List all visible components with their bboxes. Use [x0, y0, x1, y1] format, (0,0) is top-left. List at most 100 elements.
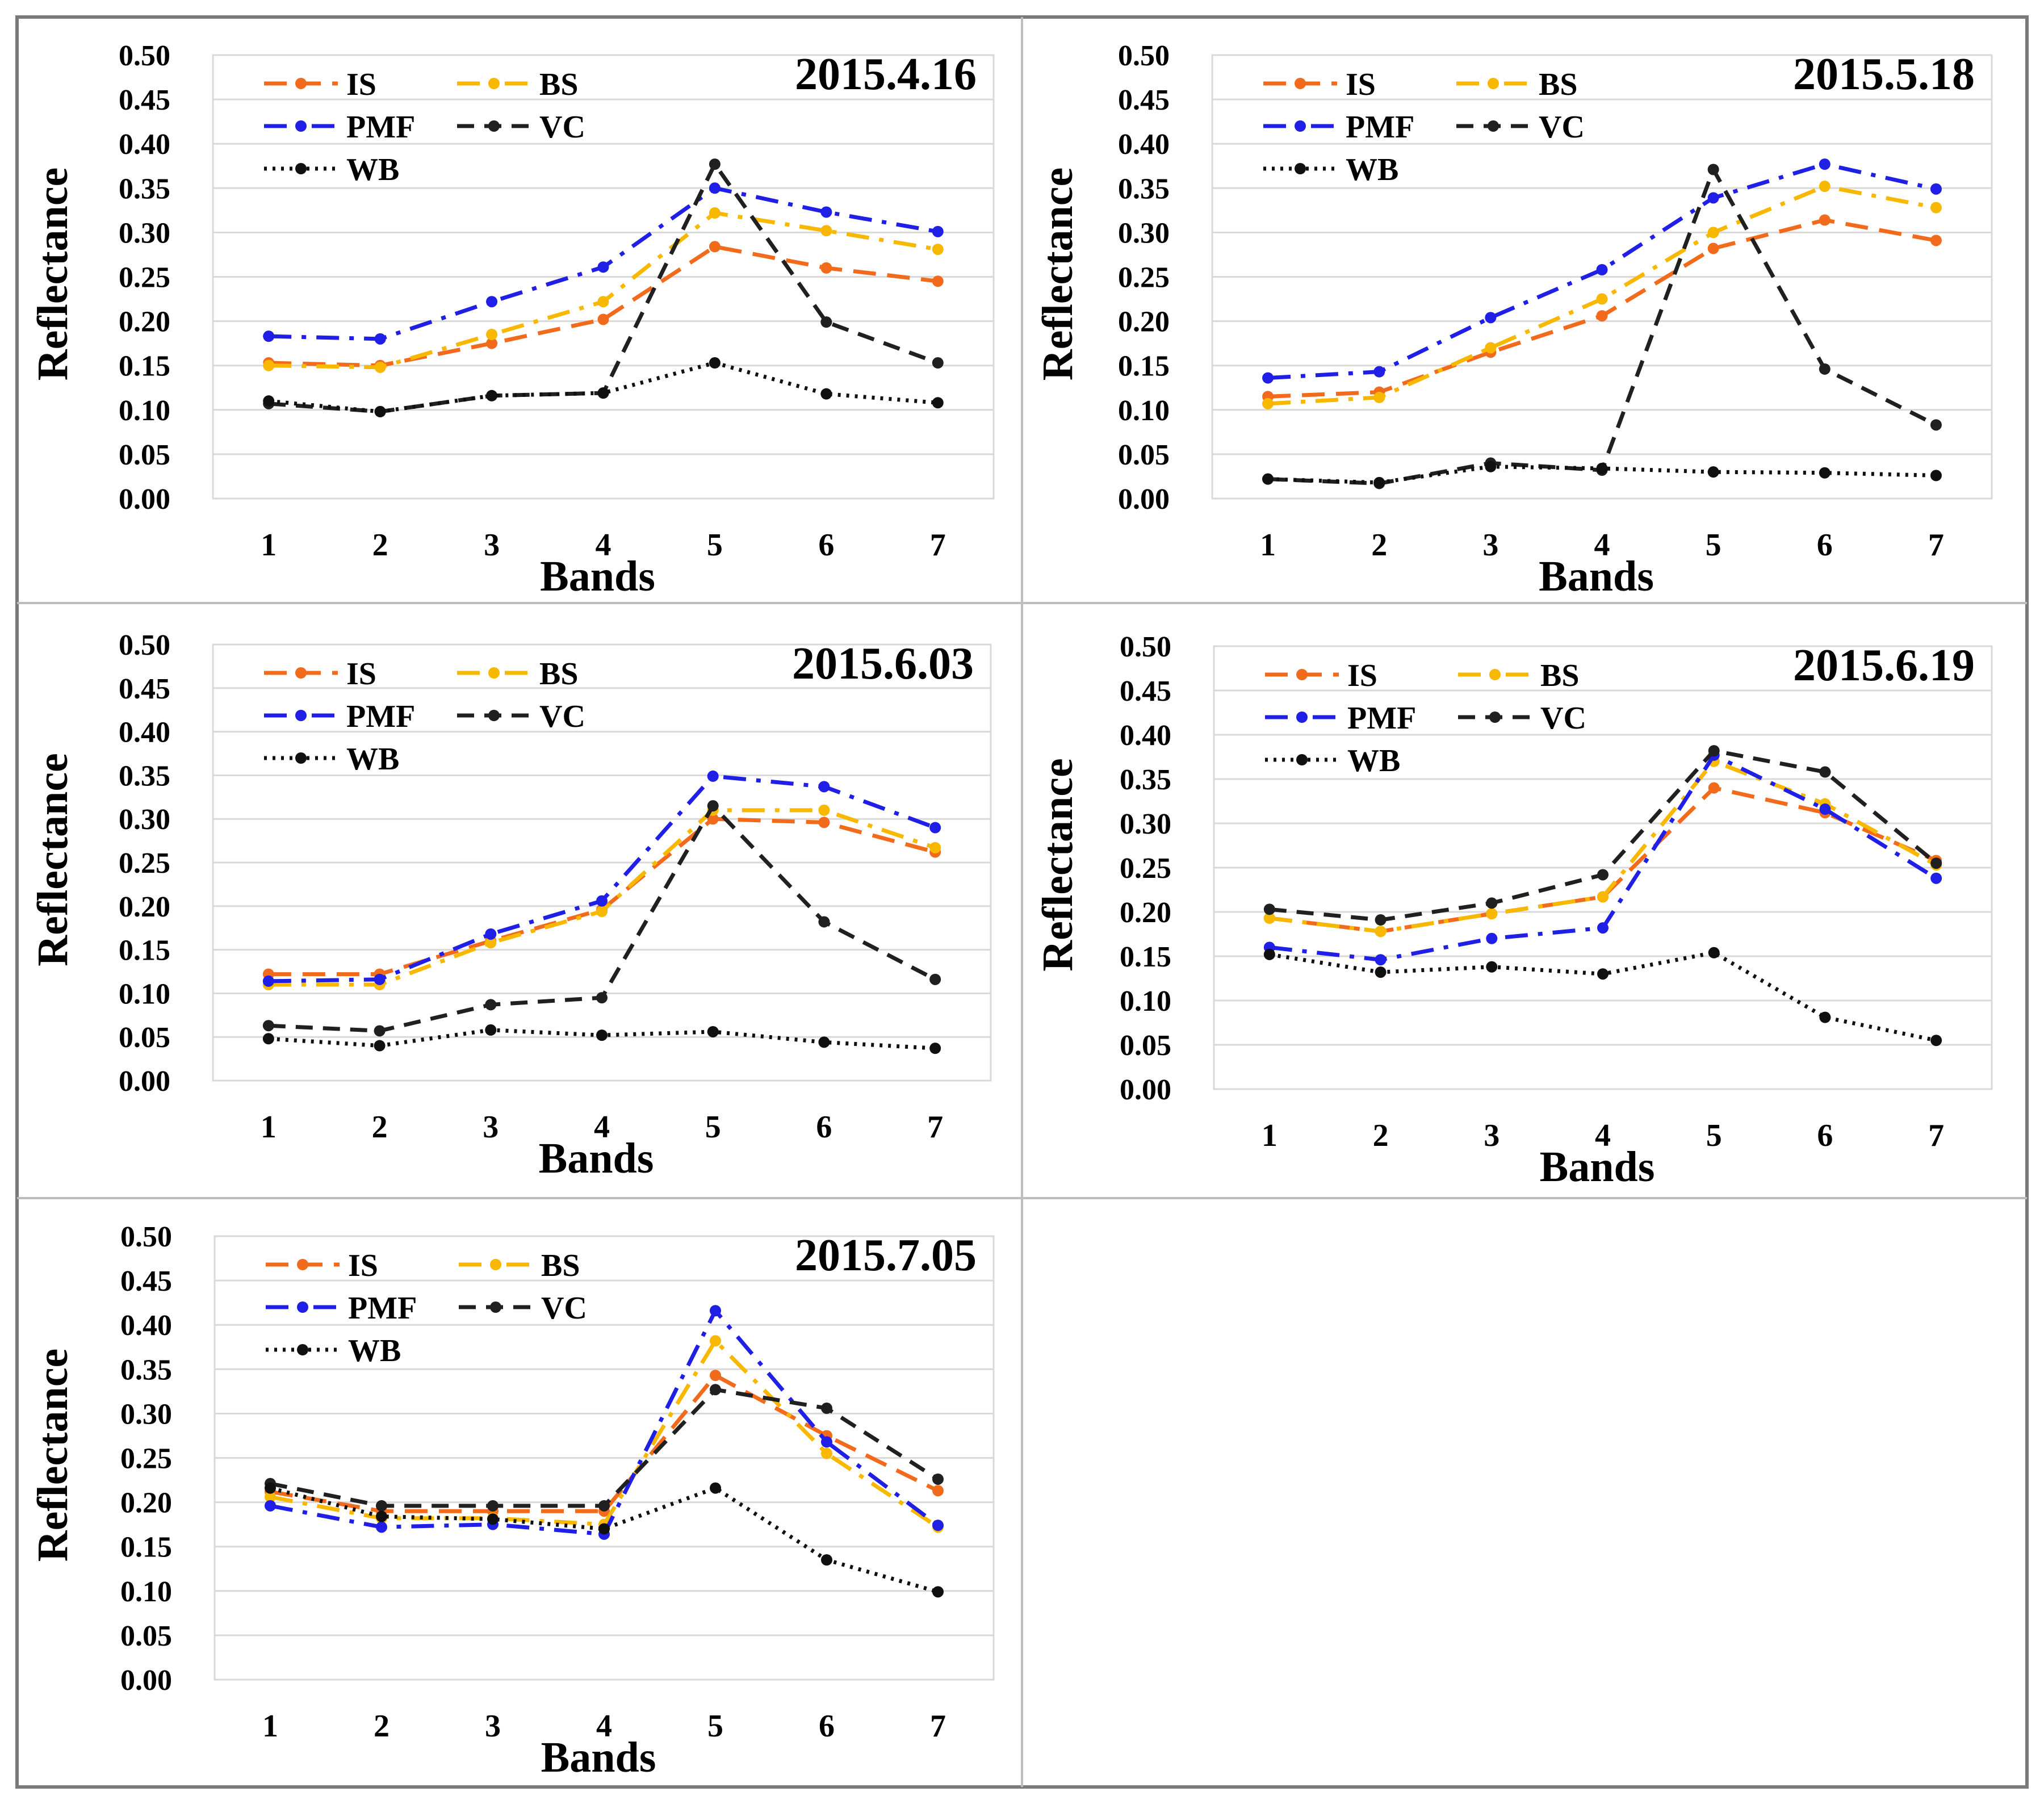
legend-label-bs: BS	[1540, 658, 1580, 693]
legend-label-bs: BS	[539, 656, 579, 692]
x-tick-label: 6	[1817, 1118, 1833, 1153]
data-point-pmf	[596, 895, 608, 907]
x-tick-label: 4	[594, 1110, 610, 1145]
data-point-pmf	[1596, 264, 1608, 276]
data-point-wb	[1930, 1035, 1942, 1047]
data-point-wb	[485, 1024, 497, 1036]
chart-panel: 0.00 0.05 0.10 0.15 0.20 0.25 0.30 0.35 0.40 0.45…	[29, 629, 992, 1182]
y-tick-label: 0.35	[119, 760, 170, 792]
data-point-wb	[821, 1554, 832, 1566]
legend-label-wb: WB	[1347, 743, 1400, 778]
legend-label-vc: VC	[1539, 110, 1585, 145]
data-point-is	[709, 241, 721, 253]
legend-label-pmf: PMF	[346, 699, 415, 734]
y-tick-label: 0.00	[119, 483, 170, 516]
data-point-pmf	[932, 1520, 944, 1531]
legend-label-bs: BS	[541, 1248, 580, 1283]
x-tick-label: 7	[1928, 528, 1944, 563]
y-tick-label: 0.15	[119, 935, 170, 967]
legend-marker-wb	[297, 1344, 308, 1355]
data-point-bs	[710, 1335, 721, 1347]
legend-marker-bs	[490, 1259, 501, 1270]
legend-label-vc: VC	[541, 1291, 587, 1326]
y-axis-label: Reflectance	[29, 753, 77, 966]
legend-marker-bs	[488, 78, 500, 89]
y-tick-label: 0.50	[119, 629, 170, 662]
x-tick-label: 4	[596, 528, 611, 563]
data-point-pmf	[1597, 922, 1609, 934]
data-point-bs	[1485, 342, 1497, 354]
x-axis-label: Bands	[1540, 1143, 1655, 1191]
x-axis-label: Bands	[540, 552, 655, 600]
data-point-vc	[820, 316, 832, 328]
x-tick-label: 5	[707, 1709, 723, 1744]
y-tick-label: 0.40	[119, 128, 170, 161]
legend-label-bs: BS	[539, 67, 579, 102]
data-point-wb	[820, 388, 832, 400]
data-point-vc	[1819, 363, 1831, 375]
x-tick-label: 5	[1706, 528, 1722, 563]
data-point-pmf	[485, 928, 497, 940]
x-tick-label: 6	[819, 1709, 835, 1744]
data-point-wb	[263, 395, 275, 407]
y-tick-label: 0.20	[120, 1487, 172, 1520]
legend-marker-pmf	[1296, 711, 1308, 723]
legend-marker-bs	[1489, 669, 1501, 680]
data-point-pmf	[1485, 312, 1497, 324]
legend-marker-pmf	[295, 120, 307, 132]
x-tick-label: 4	[1595, 1118, 1611, 1153]
y-tick-label: 0.40	[1118, 128, 1170, 161]
y-tick-label: 0.35	[119, 173, 170, 205]
data-point-is	[486, 337, 498, 349]
data-point-wb	[265, 1482, 276, 1494]
data-point-wb	[596, 1029, 608, 1041]
data-point-bs	[485, 937, 497, 949]
y-tick-label: 0.35	[120, 1354, 172, 1386]
legend-marker-vc	[488, 120, 500, 132]
legend-label-vc: VC	[539, 699, 585, 734]
x-tick-label: 7	[930, 1709, 946, 1744]
y-tick-label: 0.05	[1118, 439, 1170, 471]
legend-marker-is	[295, 667, 307, 679]
legend-label-wb: WB	[346, 742, 399, 777]
data-point-bs	[597, 296, 609, 308]
x-tick-label: 7	[930, 528, 946, 563]
data-point-vc	[1486, 897, 1498, 909]
data-point-vc	[818, 916, 830, 928]
legend-marker-pmf	[1295, 120, 1306, 132]
y-tick-label: 0.05	[119, 439, 170, 471]
y-tick-label: 0.00	[120, 1664, 172, 1697]
legend-label-vc: VC	[1540, 701, 1586, 736]
y-tick-label: 0.35	[1120, 764, 1171, 796]
data-point-bs	[596, 906, 608, 918]
x-tick-label: 4	[1594, 528, 1610, 563]
legend-label-wb: WB	[348, 1333, 401, 1368]
data-point-pmf	[820, 206, 832, 218]
data-point-wb	[1597, 968, 1609, 980]
y-tick-label: 0.00	[1118, 483, 1170, 516]
data-point-vc	[376, 1500, 387, 1512]
data-point-vc	[374, 1025, 386, 1037]
data-point-wb	[1707, 466, 1719, 478]
data-point-bs	[486, 329, 498, 341]
y-tick-label: 0.15	[1120, 941, 1171, 973]
data-point-bs	[1930, 202, 1942, 214]
y-tick-label: 0.50	[119, 40, 170, 72]
data-point-vc	[929, 973, 941, 985]
data-point-pmf	[597, 261, 609, 273]
data-point-pmf	[374, 973, 386, 985]
data-point-is	[932, 275, 944, 287]
data-point-vc	[1707, 164, 1719, 175]
x-tick-label: 4	[596, 1709, 612, 1744]
data-point-bs	[929, 842, 941, 853]
y-tick-label: 0.20	[1120, 897, 1171, 929]
x-tick-label: 2	[374, 1709, 389, 1744]
data-point-is	[932, 1485, 944, 1497]
y-tick-label: 0.10	[1120, 985, 1171, 1018]
y-tick-label: 0.45	[119, 673, 170, 705]
y-tick-label: 0.45	[1118, 84, 1170, 116]
data-point-pmf	[1486, 932, 1498, 944]
x-tick-label: 2	[372, 1110, 388, 1145]
legend-label-is: IS	[346, 67, 376, 102]
